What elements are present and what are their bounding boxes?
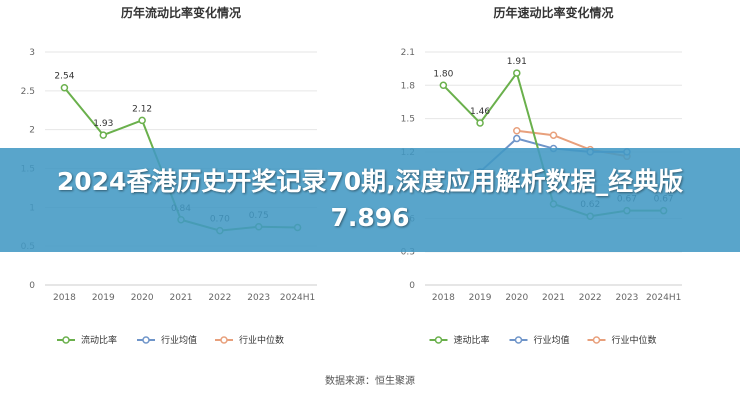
x-tick-label: 2021 [542, 293, 565, 303]
y-tick-label: 3 [29, 48, 35, 58]
legend-swatch-marker [142, 336, 150, 344]
legend-label: 流动比率 [81, 334, 117, 346]
x-tick-label: 2023 [247, 293, 270, 303]
legend-swatch-marker [434, 336, 443, 344]
y-tick-label: 1.5 [401, 115, 415, 125]
data-label: 2.12 [132, 104, 152, 114]
x-tick-label: 2021 [170, 293, 193, 303]
legend-label: 行业均值 [534, 334, 570, 346]
x-tick-label: 2019 [92, 293, 115, 303]
data-point [549, 131, 558, 139]
x-tick-label: 2018 [53, 293, 76, 303]
y-tick-label: 2.5 [21, 87, 35, 97]
y-tick-label: 0 [29, 281, 35, 291]
x-tick-label: 2022 [208, 293, 231, 303]
y-tick-label: 2 [29, 126, 35, 136]
data-point [99, 131, 108, 139]
legend-swatch-marker [592, 336, 601, 344]
headline-banner: 2024香港历史开奖记录70期,深度应用解析数据_经典版7.896 [0, 148, 740, 252]
data-point [513, 134, 521, 143]
x-tick-label: 2024H1 [646, 293, 681, 303]
y-tick-label: 1.8 [401, 81, 416, 91]
y-tick-label: 0.3 [401, 248, 415, 258]
x-tick-label: 2023 [615, 293, 638, 303]
x-tick-label: 2020 [505, 293, 528, 303]
x-tick-label: 2022 [579, 293, 602, 303]
data-label: 1.91 [507, 57, 527, 67]
data-source-note: 数据来源：恒生聚源 [325, 376, 415, 387]
x-tick-label: 2018 [432, 293, 455, 303]
data-label: 1.93 [93, 119, 113, 129]
data-point [513, 127, 521, 135]
data-point [439, 81, 448, 90]
data-point [138, 116, 146, 125]
data-point [513, 69, 521, 77]
x-tick-label: 2024H1 [280, 293, 315, 303]
x-tick-label: 2020 [131, 293, 154, 303]
x-tick-label: 2019 [469, 293, 492, 303]
legend-label: 速动比率 [454, 334, 490, 346]
data-point [60, 83, 69, 92]
data-label: 1.46 [470, 107, 490, 117]
y-tick-label: 2.1 [401, 48, 415, 58]
legend-label: 行业中位数 [239, 334, 284, 346]
legend-label: 行业均值 [161, 334, 197, 346]
legend-label: 行业中位数 [612, 334, 657, 346]
chart-title: 历年速动比率变化情况 [493, 5, 613, 20]
data-point [476, 119, 484, 127]
headline-text: 2024香港历史开奖记录70期,深度应用解析数据_经典版7.896 [56, 167, 684, 232]
data-label: 2.54 [54, 72, 74, 82]
chart-title: 历年流动比率变化情况 [121, 5, 241, 20]
y-tick-label: 0 [409, 281, 415, 291]
legend-swatch-marker [514, 336, 523, 344]
legend-swatch-marker [220, 336, 228, 344]
data-label: 1.80 [433, 69, 453, 79]
legend-swatch-marker [62, 336, 70, 344]
